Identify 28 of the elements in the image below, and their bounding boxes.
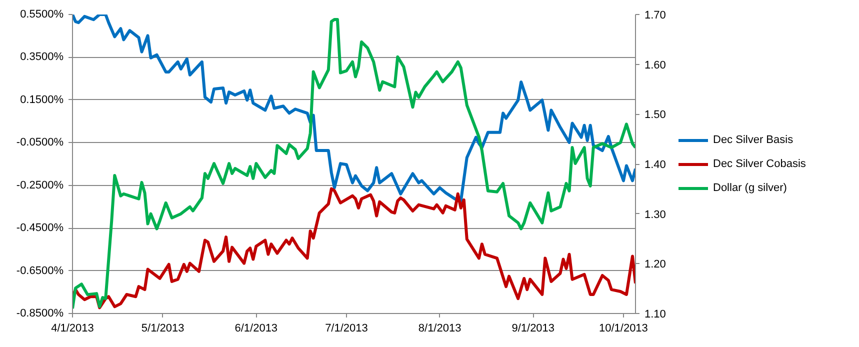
line-series [72, 18, 636, 310]
legend-label: Dec Silver Cobasis [713, 158, 806, 170]
y-tick-label: -0.2500% [16, 179, 64, 192]
x-tick-label: 10/1/2013 [598, 322, 648, 334]
y-tick-label: -0.8500% [16, 308, 64, 320]
legend-label: Dec Silver Basis [713, 134, 794, 146]
y2-tick-label: 1.50 [644, 109, 666, 122]
y-tick-label: 0.1500% [20, 94, 64, 106]
x-tick-label: 4/1/2013 [51, 322, 94, 334]
x-tick-label: 5/1/2013 [141, 322, 184, 334]
y-tick-label: -0.4500% [16, 222, 64, 234]
y-tick-label: 0.5500% [20, 8, 64, 20]
x-tick-label: 7/1/2013 [325, 322, 368, 334]
x-tick-label: 6/1/2013 [234, 322, 278, 334]
y2-tick-label: 1.30 [644, 208, 666, 221]
y2-tick-label: 1.20 [644, 258, 666, 271]
line-series [72, 187, 636, 310]
y-tick-label: 0.3500% [20, 51, 64, 64]
line-series [72, 14, 636, 202]
y2-tick-label: 1.10 [644, 308, 666, 320]
y2-tick-label: 1.40 [644, 159, 666, 171]
y2-tick-label: 1.70 [644, 10, 666, 22]
x-tick-label: 8/1/2013 [418, 322, 462, 334]
y2-tick-label: 1.60 [644, 59, 666, 72]
legend-label: Dollar (g silver) [713, 182, 787, 194]
y-tick-label: -0.6500% [16, 264, 64, 277]
x-tick-label: 9/1/2013 [512, 322, 555, 334]
y-tick-label: -0.0500% [16, 136, 64, 149]
